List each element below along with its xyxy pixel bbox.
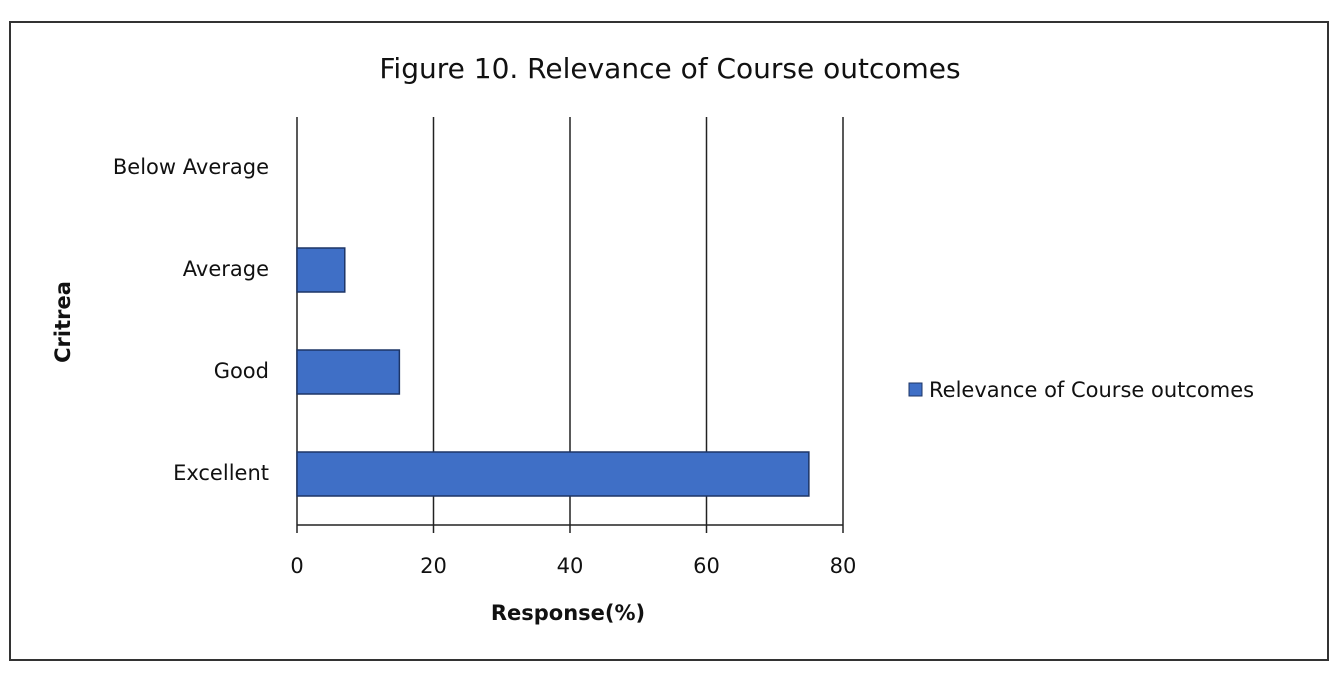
- y-tick-label: Excellent: [173, 461, 269, 485]
- x-tick-label: 20: [420, 554, 447, 578]
- y-tick-label: Average: [183, 257, 269, 281]
- bar: [296, 451, 810, 497]
- x-tick-label: 0: [290, 554, 303, 578]
- x-tick-label: 60: [693, 554, 720, 578]
- y-tick-label: Below Average: [113, 155, 269, 179]
- bar: [296, 247, 346, 293]
- y-tick-label: Good: [214, 359, 269, 383]
- chart-title: Figure 10. Relevance of Course outcomes: [379, 52, 960, 85]
- chart-border: [9, 21, 1329, 661]
- legend-label: Relevance of Course outcomes: [929, 378, 1254, 402]
- x-tick-label: 80: [830, 554, 857, 578]
- legend-swatch: [908, 382, 923, 397]
- y-axis-label: Critrea: [51, 281, 75, 363]
- bar: [296, 349, 401, 395]
- x-tick-label: 40: [557, 554, 584, 578]
- x-axis-label: Response(%): [491, 601, 645, 625]
